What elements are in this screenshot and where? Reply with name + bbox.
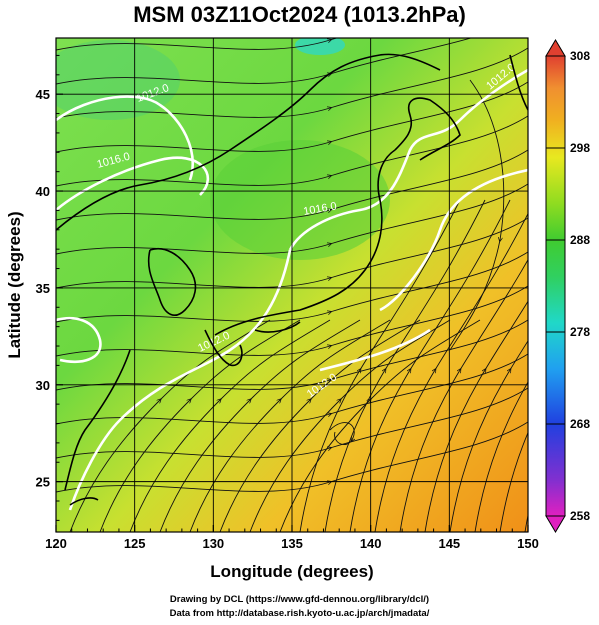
map-title: MSM 03Z11Oct2024 (1013.2hPa) xyxy=(133,2,466,27)
colorbar-tick-label: 308 xyxy=(570,49,590,63)
streamline xyxy=(56,319,528,391)
streamline xyxy=(56,183,528,255)
streamline xyxy=(299,199,461,532)
streamline xyxy=(56,115,528,187)
streamline xyxy=(56,217,528,289)
streamline xyxy=(374,212,528,532)
streamline xyxy=(159,319,361,532)
streamline xyxy=(329,422,354,445)
streamline xyxy=(56,38,339,51)
x-tick-label: 125 xyxy=(124,536,146,551)
y-axis-label: Latitude (degrees) xyxy=(5,211,24,358)
colorbar-tick-label: 298 xyxy=(570,141,590,155)
streamline xyxy=(474,381,528,532)
coastlines xyxy=(56,53,528,506)
colorbar-tick-label: 268 xyxy=(570,417,590,431)
colorbar: 258 268 278 288 298 308 xyxy=(545,39,590,533)
streamline xyxy=(129,319,331,532)
streamline xyxy=(324,199,486,532)
streamline xyxy=(56,353,528,425)
lat-lon-grid xyxy=(56,38,528,532)
credit-data: Data from http://database.rish.kyoto-u.a… xyxy=(169,608,430,619)
colorbar-tick-label: 278 xyxy=(570,325,590,339)
colorbar-min-arrow xyxy=(545,515,566,533)
colorbar-max-arrow xyxy=(545,39,566,57)
streamline xyxy=(56,47,528,119)
streamline xyxy=(99,319,301,532)
x-axis: 120 125 130 135 140 145 150 xyxy=(45,525,539,551)
streamline xyxy=(279,319,481,532)
colorbar-scale xyxy=(545,55,566,517)
isobar-label: 1016.0 xyxy=(302,200,337,218)
y-tick-label: 40 xyxy=(36,184,50,199)
x-tick-label: 150 xyxy=(517,536,539,551)
streamline xyxy=(399,258,528,532)
x-tick-label: 145 xyxy=(438,536,460,551)
streamline xyxy=(424,300,528,532)
x-tick-label: 130 xyxy=(202,536,224,551)
streamline xyxy=(449,340,528,532)
colorbar-tick-label: 258 xyxy=(570,509,590,523)
wind-streamlines xyxy=(56,38,528,532)
streamline xyxy=(499,431,528,532)
streamline xyxy=(349,199,511,532)
streamline xyxy=(449,79,505,351)
credit-drawing: Drawing by DCL (https://www.gfd-dennou.o… xyxy=(169,594,430,605)
isobars xyxy=(56,68,528,511)
x-tick-label: 140 xyxy=(360,536,382,551)
x-axis-label: Longitude (degrees) xyxy=(210,562,373,581)
y-tick-label: 45 xyxy=(36,87,50,102)
y-tick-label: 25 xyxy=(36,475,50,490)
streamline xyxy=(249,319,451,532)
y-axis: 25 30 35 40 45 xyxy=(36,54,63,521)
y-tick-label: 30 xyxy=(36,378,50,393)
streamline xyxy=(69,319,271,532)
streamline xyxy=(219,319,421,532)
colorbar-tick-label: 288 xyxy=(570,233,590,247)
streamline xyxy=(56,251,528,323)
streamline xyxy=(56,387,528,459)
streamline xyxy=(189,319,391,532)
y-tick-label: 35 xyxy=(36,281,50,296)
streamline xyxy=(56,81,528,153)
x-tick-label: 120 xyxy=(45,536,67,551)
x-tick-label: 135 xyxy=(281,536,303,551)
streamline xyxy=(56,149,528,221)
